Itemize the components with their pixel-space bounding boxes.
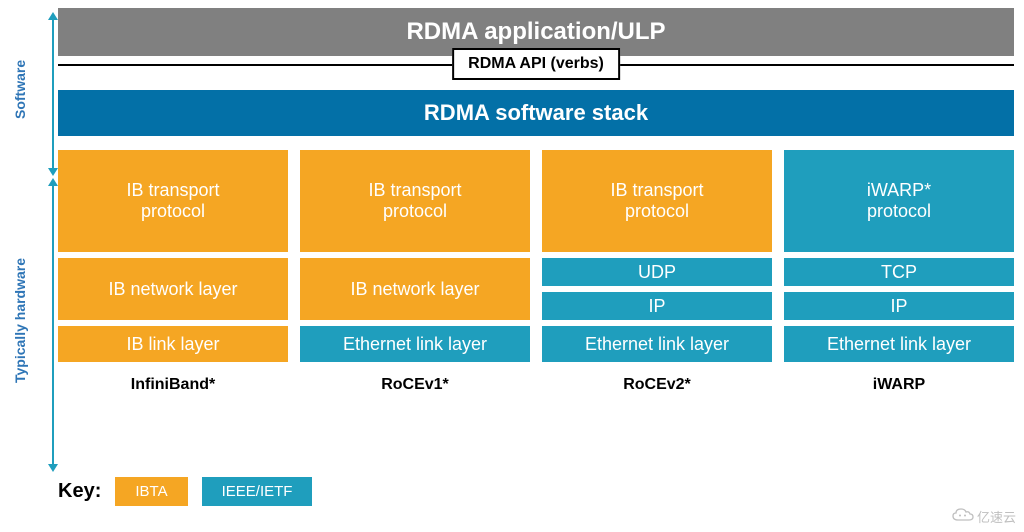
- arrow-hardware: [52, 184, 54, 466]
- column-label: iWARP: [784, 376, 1014, 394]
- side-label-hardware: Typically hardware: [0, 179, 40, 461]
- diagram-container: Software Typically hardware RDMA applica…: [0, 0, 1024, 461]
- column: IB transport protocolIB network layer IB …: [58, 150, 288, 394]
- protocol-block: UDP: [542, 258, 772, 286]
- legend-label: Key:: [58, 480, 101, 503]
- protocol-columns: IB transport protocolIB network layerIB …: [58, 150, 1014, 394]
- protocol-block: Ethernet link layer: [300, 326, 530, 362]
- protocol-block: Ethernet link layer: [542, 326, 772, 362]
- column: IB transport protocol UDP IP Ethernet link …: [542, 150, 772, 394]
- column-label: InfiniBand*: [58, 376, 288, 394]
- api-divider: RDMA API (verbs): [58, 64, 1014, 66]
- protocol-block: IB transport protocol: [58, 150, 288, 252]
- protocol-block: IP: [784, 292, 1014, 320]
- main-area: RDMA application/ULP RDMA API (verbs) RD…: [58, 8, 1014, 461]
- watermark: 亿速云: [952, 507, 1016, 526]
- rdma-stack-bar: RDMA software stack: [58, 90, 1014, 136]
- side-labels: Software Typically hardware: [0, 8, 40, 461]
- rdma-api-box: RDMA API (verbs): [452, 48, 620, 80]
- protocol-block: iWARP* protocol: [784, 150, 1014, 252]
- protocol-block: IB link layer: [58, 326, 288, 362]
- legend-swatch: IEEE/IETF: [202, 477, 313, 506]
- watermark-text: 亿速云: [977, 507, 1016, 526]
- cloud-icon: [952, 508, 974, 525]
- protocol-block: IB transport protocol: [542, 150, 772, 252]
- column-label: RoCEv2*: [542, 376, 772, 394]
- column: iWARP* protocol TCP IP Ethernet link layer i…: [784, 150, 1014, 394]
- column-label: RoCEv1*: [300, 376, 530, 394]
- protocol-block: TCP: [784, 258, 1014, 286]
- legend-row: Key: IBTA IEEE/IETF: [58, 477, 1024, 506]
- arrow-software: [52, 18, 54, 170]
- protocol-block: Ethernet link layer: [784, 326, 1014, 362]
- protocol-block: IB network layer: [58, 258, 288, 320]
- legend-swatch: IBTA: [115, 477, 187, 506]
- protocol-block: IB transport protocol: [300, 150, 530, 252]
- split-block: UDP IP: [542, 258, 772, 320]
- split-block: TCP IP: [784, 258, 1014, 320]
- column: IB transport protocolIB network layer Eth…: [300, 150, 530, 394]
- protocol-block: IB network layer: [300, 258, 530, 320]
- side-label-software: Software: [0, 13, 40, 165]
- protocol-block: IP: [542, 292, 772, 320]
